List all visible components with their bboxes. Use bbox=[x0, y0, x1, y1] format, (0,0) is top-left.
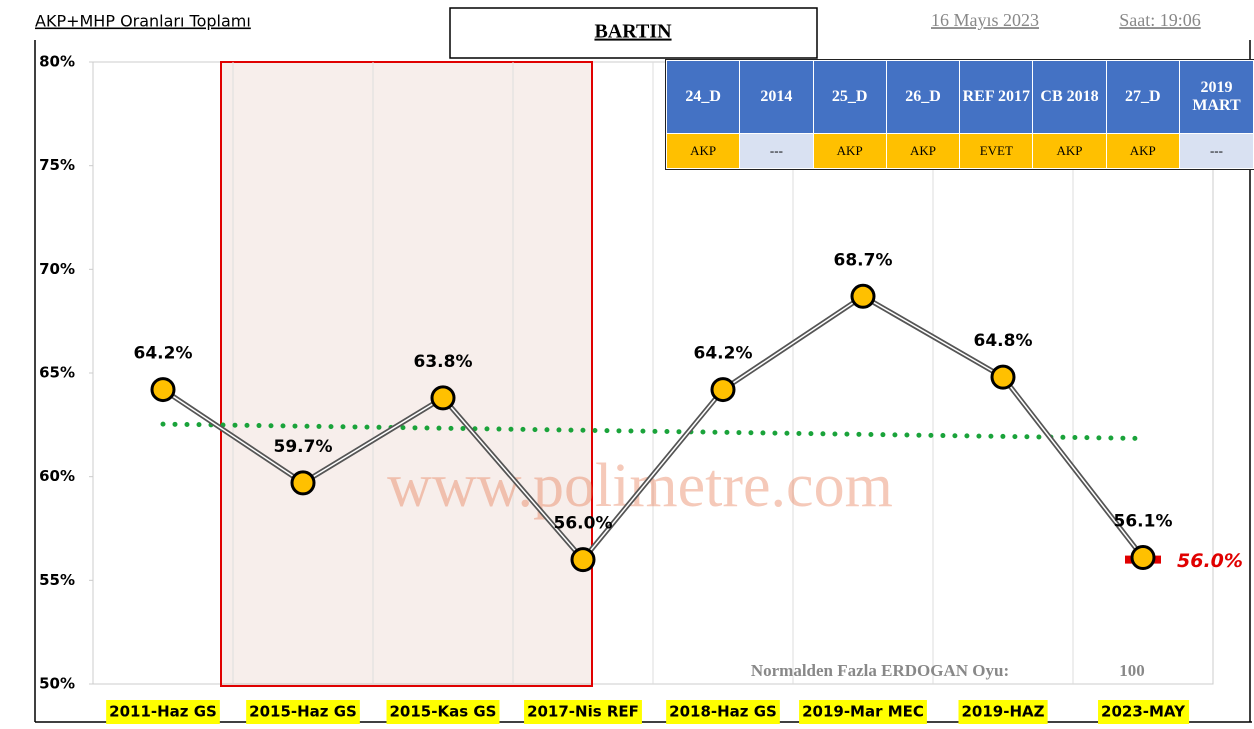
table-header-cell: REF 2017 bbox=[959, 60, 1034, 134]
data-point bbox=[710, 377, 736, 403]
table-header-cell: CB 2018 bbox=[1032, 60, 1107, 134]
x-tick-label: 2015-Haz GS bbox=[249, 703, 357, 721]
table-cell: AKP bbox=[1105, 133, 1180, 169]
table-header-cell: 2019 MART bbox=[1178, 60, 1254, 134]
x-tick-label: 2011-Haz GS bbox=[109, 703, 217, 721]
x-label-bg bbox=[1098, 700, 1190, 724]
data-line-inner bbox=[162, 295, 1144, 561]
table-cell: AKP bbox=[665, 133, 741, 169]
x-label-bg bbox=[106, 700, 220, 724]
table-header-cell: 25_D bbox=[812, 60, 887, 134]
x-label-bg bbox=[524, 700, 642, 724]
x-tick-label: 2019-Mar MEC bbox=[802, 703, 924, 721]
footer-label: Normalden Fazla ERDOGAN Oyu: bbox=[751, 661, 1009, 680]
x-tick-label: 2015-Kas GS bbox=[390, 703, 497, 721]
data-point bbox=[850, 283, 876, 309]
chart-title: AKP+MHP Oranları Toplamı bbox=[35, 12, 251, 31]
x-label-bg bbox=[666, 700, 780, 724]
x-tick-label: 2023-MAY bbox=[1101, 703, 1186, 721]
x-label-bg bbox=[958, 700, 1048, 724]
y-tick-label: 65% bbox=[39, 364, 75, 382]
x-label-bg bbox=[246, 700, 360, 724]
data-label: 64.8% bbox=[974, 331, 1033, 351]
data-point bbox=[570, 547, 596, 573]
table-cell: --- bbox=[1178, 133, 1254, 169]
table-header-cell: 26_D bbox=[885, 60, 961, 134]
location-box bbox=[449, 7, 818, 59]
highlight-region bbox=[220, 61, 593, 687]
table-cell: AKP bbox=[1032, 133, 1107, 169]
time: Saat: 19:06 bbox=[1119, 10, 1201, 30]
table-cell: AKP bbox=[885, 133, 961, 169]
data-point bbox=[150, 377, 176, 403]
y-tick-label: 50% bbox=[39, 675, 75, 693]
data-point bbox=[290, 470, 316, 496]
data-label: 64.2% bbox=[134, 344, 193, 364]
table-header: 24_D 2014 25_D 26_D REF 2017 CB 2018 27_D 2019 … bbox=[665, 60, 1254, 134]
data-point bbox=[430, 385, 456, 411]
table-header-cell: 2014 bbox=[739, 60, 814, 134]
watermark: www.polimetre.com bbox=[387, 452, 893, 520]
result-table: 24_D 2014 25_D 26_D REF 2017 CB 2018 27_D 2019 … bbox=[665, 59, 1254, 170]
y-tick-label: 55% bbox=[39, 571, 75, 589]
y-tick-label: 75% bbox=[39, 156, 75, 174]
marker-label: 56.0% bbox=[1177, 550, 1243, 572]
x-tick-label: 2019-HAZ bbox=[961, 703, 1044, 721]
y-tick-label: 70% bbox=[39, 260, 75, 278]
trendline bbox=[160, 421, 1146, 441]
table-row: AKP --- AKP AKP EVET AKP AKP --- bbox=[665, 133, 1254, 169]
location: BARTIN bbox=[594, 21, 672, 43]
data-point bbox=[1130, 545, 1156, 571]
table-cell: AKP bbox=[812, 133, 887, 169]
x-label-bg bbox=[386, 700, 500, 724]
y-tick-label: 80% bbox=[39, 53, 75, 71]
data-label: 56.0% bbox=[554, 514, 613, 534]
table-header-cell: 27_D bbox=[1105, 60, 1180, 134]
x-tick-label: 2018-Haz GS bbox=[669, 703, 777, 721]
data-label: 56.1% bbox=[1114, 512, 1173, 532]
data-point bbox=[990, 364, 1016, 390]
date: 16 Mayıs 2023 bbox=[931, 10, 1039, 30]
x-tick-label: 2017-Nis REF bbox=[527, 703, 639, 721]
footer-value: 100 bbox=[1119, 661, 1145, 680]
table-header-cell: 24_D bbox=[665, 60, 741, 134]
data-label: 64.2% bbox=[694, 344, 753, 364]
data-label: 63.8% bbox=[414, 352, 473, 372]
table-cell: EVET bbox=[959, 133, 1034, 169]
data-label: 59.7% bbox=[274, 437, 333, 457]
y-tick-label: 60% bbox=[39, 467, 75, 485]
data-label: 68.7% bbox=[834, 250, 893, 270]
x-label-bg bbox=[799, 700, 927, 724]
table-cell: --- bbox=[739, 133, 814, 169]
